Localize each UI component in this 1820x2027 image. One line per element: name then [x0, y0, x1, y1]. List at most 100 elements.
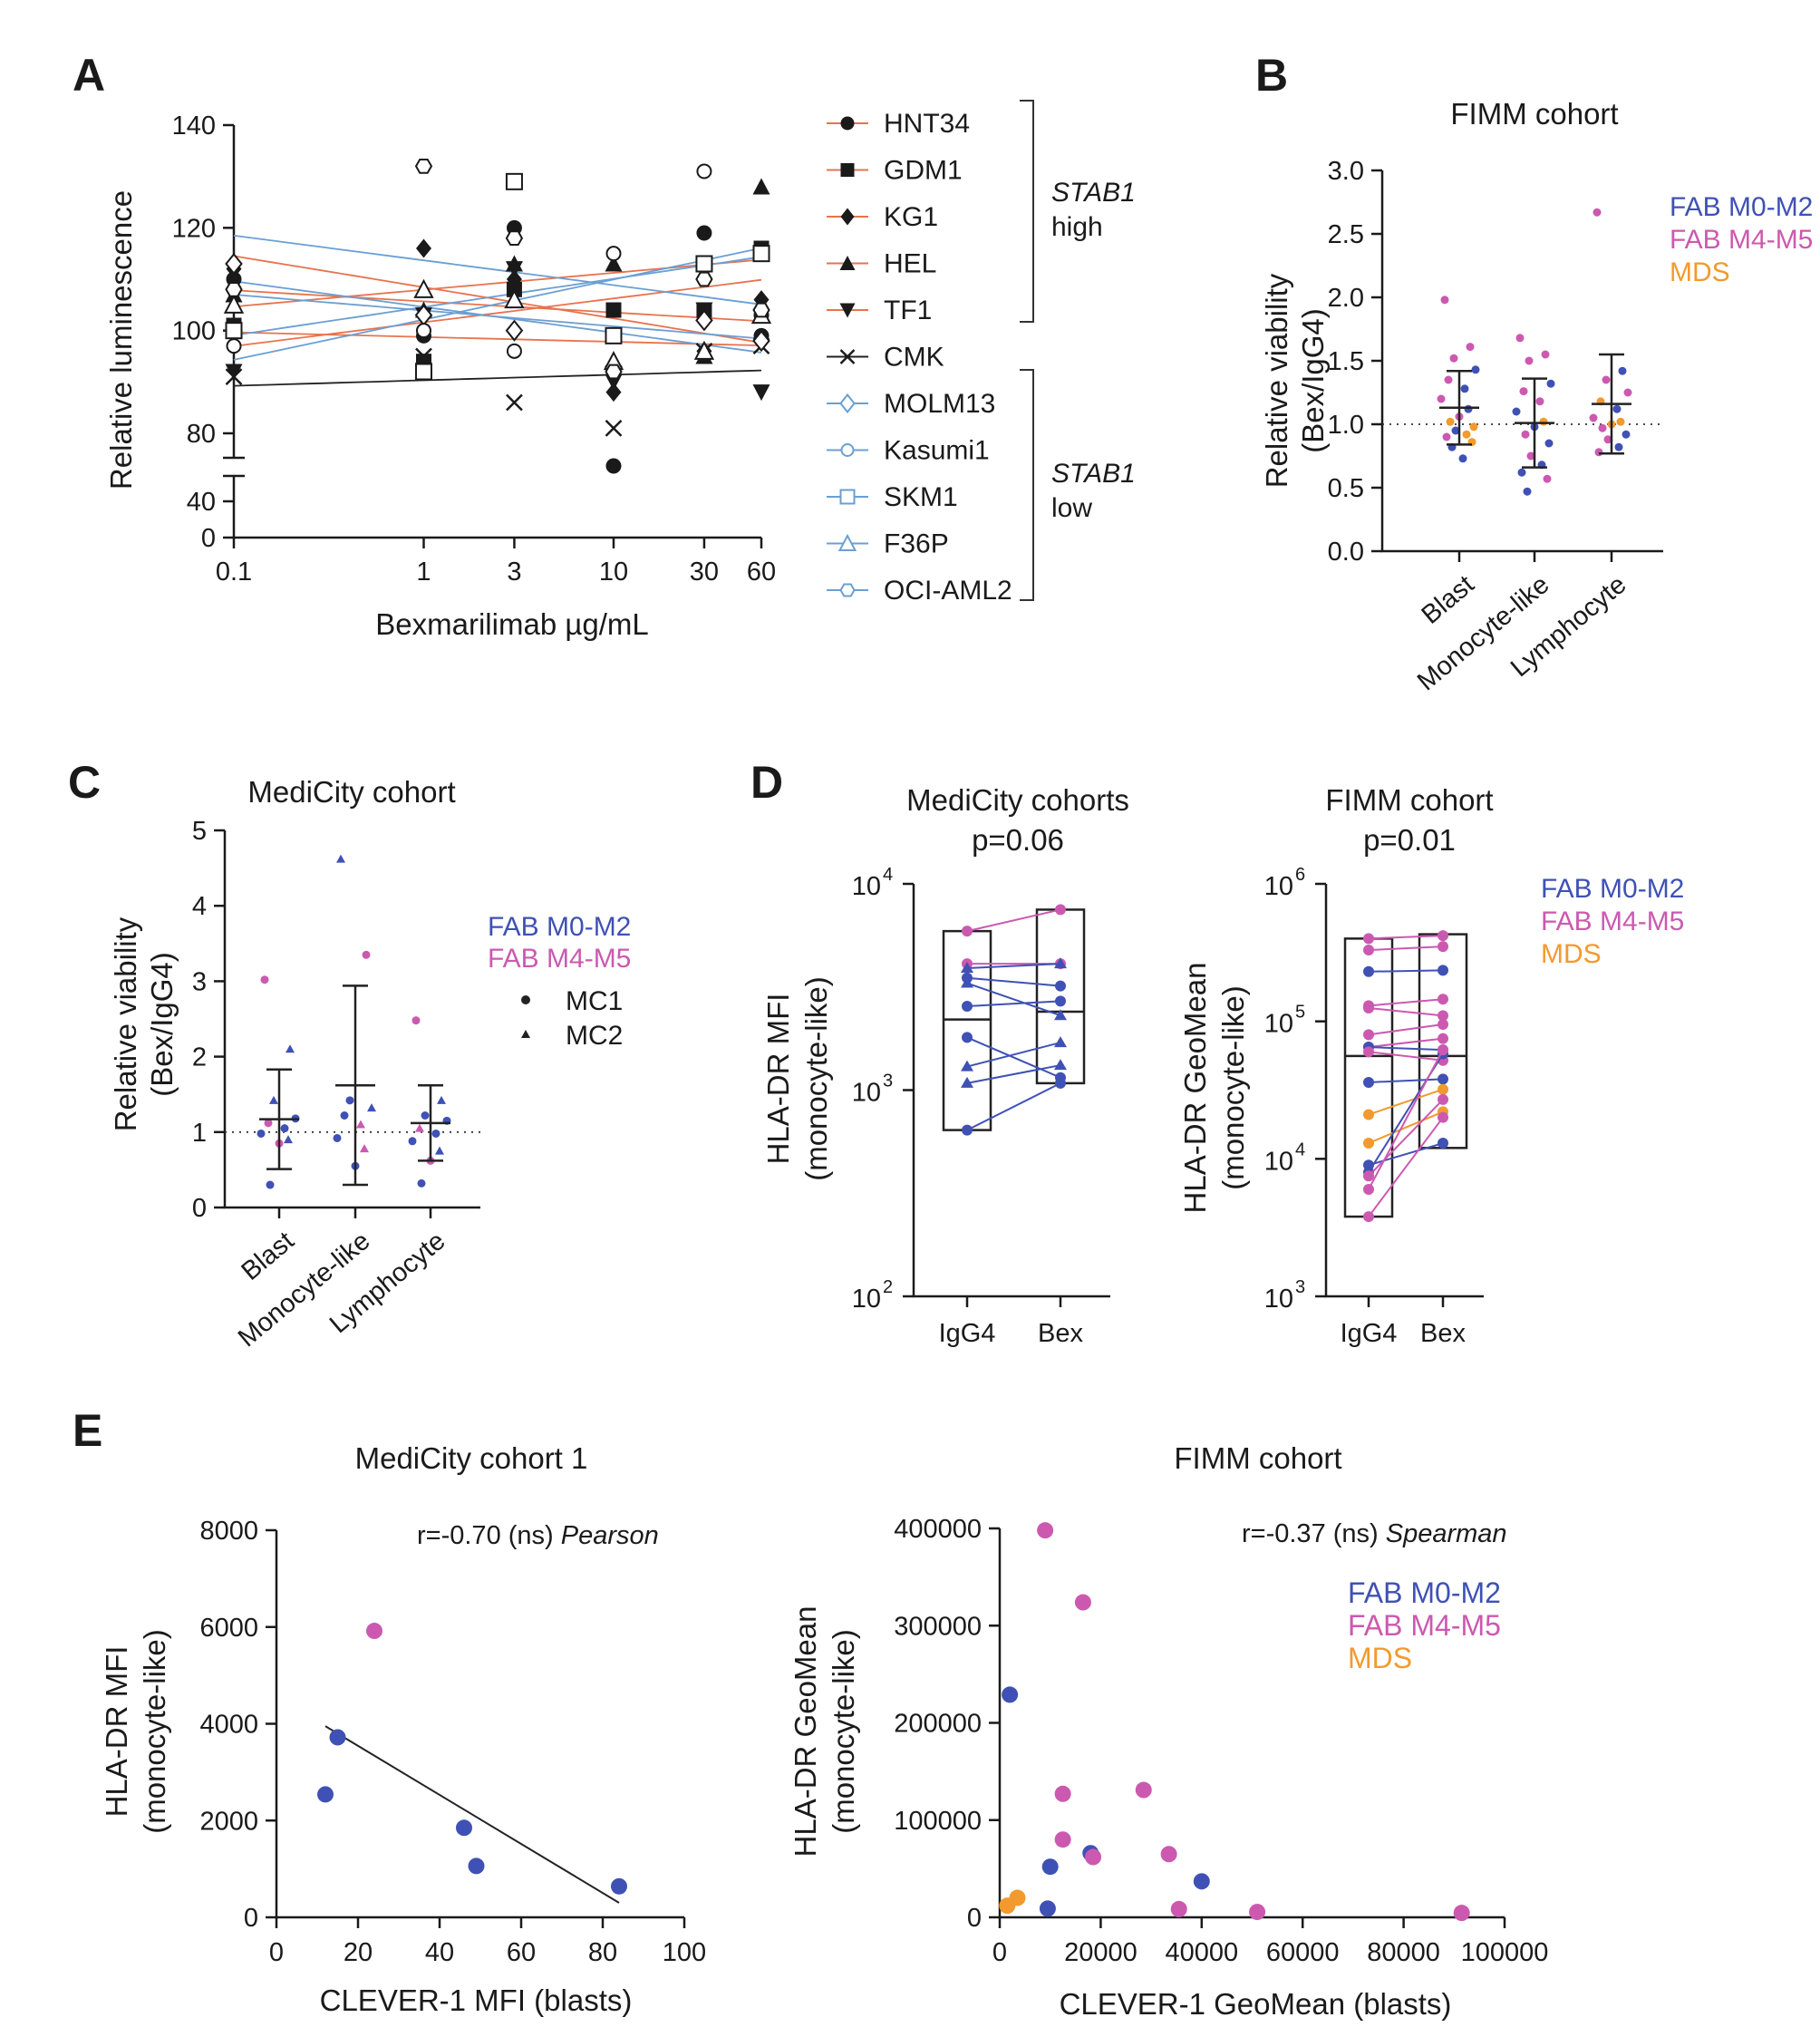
panel-a-legend-label: F36P [884, 529, 949, 559]
panel-a-point-skm1 [752, 245, 770, 263]
panel-c-point [437, 1095, 446, 1104]
panel-a-y-tick-label: 0 [201, 524, 216, 553]
panel-e-right-legend-item: FAB M4-M5 [1348, 1609, 1501, 1642]
panel-a-point-cmk [225, 368, 243, 386]
panel-a-point-tf1 [225, 364, 243, 381]
panel-d-right-point [1363, 1211, 1374, 1223]
panel-d-right-point [1363, 1046, 1374, 1058]
panel-a-y-tick-label: 40 [187, 488, 216, 517]
panel-d-right-pair-line [1368, 1046, 1444, 1052]
panel-a-legend-marker [840, 163, 855, 177]
panel-d-left-point [961, 1060, 973, 1072]
panel-b-y-tick-label: 2.0 [1328, 284, 1364, 313]
panel-d-left-x-tick-label: Bex [1038, 1319, 1083, 1348]
panel-c-point [360, 1144, 369, 1153]
panel-c-y-label: Relative viability [109, 917, 142, 1131]
panel-d-left-pair-line [966, 908, 1061, 933]
panel-a-point-kasumi1 [415, 323, 431, 339]
panel-d-left-y-tick-exponent: 3 [883, 1072, 893, 1091]
panel-a-point-hnt34 [605, 458, 622, 474]
panel-a-legend-marker [839, 303, 856, 318]
panel-d-right-point [1363, 1029, 1374, 1041]
panel-c-point [260, 975, 269, 984]
panel-a-bracket-high [1020, 100, 1034, 323]
panel-d-right-point [1363, 1109, 1374, 1120]
panel-e-right-y-label: HLA-DR GeoMean [789, 1606, 822, 1857]
panel-d-left-point [961, 1076, 973, 1088]
panel-a-point-cmk [605, 419, 623, 437]
panel-a-legend-label: GDM1 [884, 156, 963, 186]
panel-d-right-point [1363, 1170, 1374, 1182]
panel-a-point-kg1 [605, 383, 622, 402]
panel-b-point [1519, 387, 1528, 396]
panel-a-bracket-low [1020, 369, 1034, 601]
panel-b-x-tick-label: Blast [1417, 570, 1480, 630]
panel-b-point [1603, 435, 1612, 444]
panel-d-right-pair-line [1368, 946, 1444, 952]
panel-d-right-y-label-2: (monocyte-like) [1216, 985, 1250, 1190]
panel-a-group-low-sub: low [1051, 493, 1092, 523]
panel-d-left-point [1055, 1077, 1066, 1089]
panel-d-right-point [1363, 945, 1374, 956]
panel-a-legend-label: KG1 [884, 202, 938, 232]
panel-a-legend-label: MOLM13 [884, 389, 995, 419]
panel-b-point [1466, 343, 1475, 352]
panel-a-x-tick-label: 10 [599, 558, 628, 587]
panel-e-right-y-tick-label: 400000 [894, 1515, 982, 1544]
panel-a-fit-skm1 [233, 256, 762, 336]
panel-d-left-y-label: HLA-DR MFI [761, 994, 795, 1165]
panel-c-legend-item: FAB M0-M2 [488, 912, 631, 942]
panel-d-right-point [1363, 1183, 1374, 1195]
panel-a-group-high-name: STAB1 [1051, 178, 1136, 208]
panel-e-left-y-tick-label: 2000 [199, 1807, 258, 1836]
panel-e-right-y-tick-label: 200000 [894, 1710, 982, 1739]
panel-c-point [333, 1133, 342, 1142]
panel-b-title: FIMM cohort [1450, 97, 1618, 131]
panel-b-point [1612, 404, 1622, 413]
panel-b-legend-item: FAB M4-M5 [1670, 225, 1813, 255]
panel-a-x-tick-label: 3 [507, 558, 521, 587]
panel-a-point-kasumi1 [226, 338, 242, 354]
panel-c-point [415, 1123, 424, 1132]
panel-b-point [1535, 397, 1544, 406]
panel-e-left-stat: r=-0.70 (ns) Pearson [417, 1521, 659, 1550]
panel-d-left-point [1055, 980, 1066, 992]
panel-a-axis-break [223, 456, 245, 478]
panel-e-right-point [1074, 1594, 1091, 1611]
panel-d-left-pair-line [966, 963, 1061, 970]
panel-a-x-tick-label: 30 [690, 558, 719, 587]
panel-c-point [411, 1016, 421, 1025]
panel-d-left-y-label-2: (monocyte-like) [799, 976, 833, 1181]
panel-b-y-tick-label: 0.0 [1328, 538, 1364, 567]
panel-a-point-kasumi1 [506, 343, 522, 359]
panel-e-left-x-tick-label: 0 [269, 1938, 284, 1967]
panel-d-right-pair-line [1368, 969, 1444, 973]
panel-a-point-skm1 [605, 326, 623, 344]
panel-d-left-point [961, 962, 973, 974]
panel-d-right-point [1363, 965, 1374, 977]
panel-b-point [1437, 394, 1446, 403]
panel-c-point [435, 1146, 444, 1155]
panel-e-left-chart: MediCity cohort 1 CLEVER-1 MFI (blasts) … [100, 1441, 706, 2017]
panel-d-right-y-tick-label: 10 [1264, 1285, 1293, 1314]
panel-a-point-f36p [223, 294, 245, 314]
panel-d-left-y-tick-label: 10 [852, 1079, 881, 1108]
panel-a-point-tf1 [505, 261, 523, 278]
panel-c-point [336, 854, 345, 863]
panel-d-right-y-tick-exponent: 4 [1295, 1140, 1305, 1159]
panel-d-left-point [1054, 1059, 1067, 1071]
panel-e-left-y-tick-label: 6000 [199, 1614, 258, 1643]
panel-e-right-x-tick-label: 100000 [1461, 1938, 1549, 1967]
panel-e-left-y-tick-label: 0 [244, 1904, 258, 1933]
panel-d-left-point [1055, 904, 1066, 916]
panel-d-right-x-tick-label: Bex [1420, 1319, 1466, 1348]
panel-d-left-point [962, 1001, 973, 1013]
panel-b-point [1449, 354, 1458, 363]
panel-e-left-point [456, 1819, 472, 1837]
panel-e-left-x-tick-label: 100 [663, 1938, 706, 1967]
panel-e-right-legend-item: FAB M0-M2 [1348, 1576, 1501, 1609]
panel-b-legend-item: MDS [1670, 257, 1730, 287]
panel-a-point-hel [752, 178, 770, 195]
panel-c-point [284, 1135, 293, 1144]
